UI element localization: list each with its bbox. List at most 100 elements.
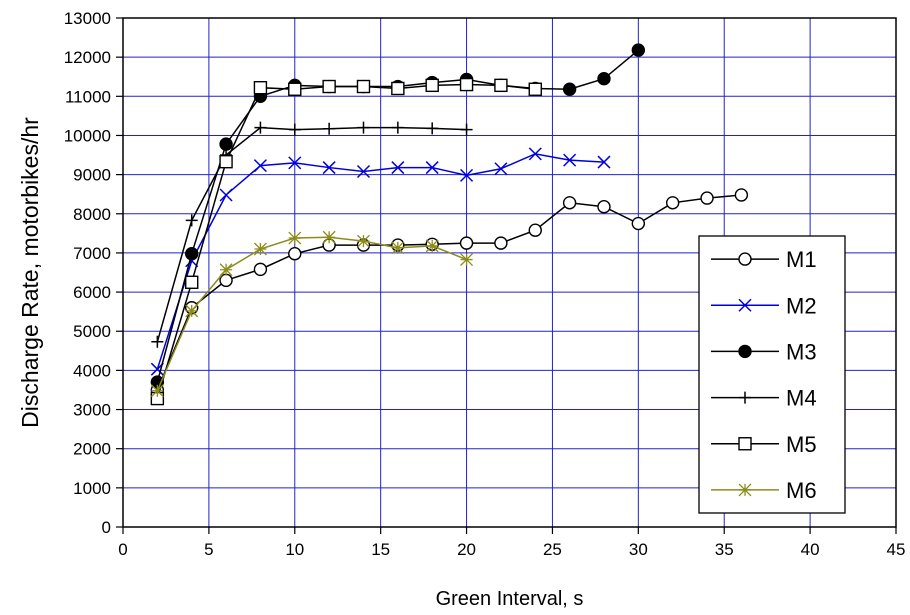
y-tick-label: 9000 <box>73 166 111 185</box>
x-tick-label: 20 <box>457 540 476 559</box>
data-point-m5 <box>528 82 542 96</box>
data-point-m4 <box>288 123 301 136</box>
data-point-m4 <box>323 122 336 135</box>
series-m4 <box>151 121 473 348</box>
data-point-m1 <box>597 200 611 214</box>
legend-marker-m1 <box>738 252 752 266</box>
legend-label: M4 <box>786 386 817 411</box>
legend-box <box>698 235 846 514</box>
x-tick-label: 5 <box>204 540 213 559</box>
y-tick-label: 1000 <box>73 479 111 498</box>
series-line-m6 <box>156 236 467 392</box>
y-tick-label: 8000 <box>73 205 111 224</box>
data-point-m2 <box>563 153 577 167</box>
data-point-m1 <box>665 196 680 210</box>
x-axis-title: Green Interval, s <box>436 588 584 610</box>
data-point-m5 <box>391 81 405 96</box>
data-point-m5 <box>253 80 268 95</box>
data-point-m2 <box>391 161 405 175</box>
data-point-m6 <box>391 241 405 255</box>
data-point-m2 <box>425 161 439 175</box>
data-point-m2 <box>494 162 508 176</box>
data-point-m3 <box>219 137 233 151</box>
data-point-m5 <box>288 82 302 96</box>
y-tick-label: 11000 <box>65 87 111 106</box>
x-tick-label: 0 <box>118 540 127 559</box>
series-layer <box>150 43 749 406</box>
data-point-m2 <box>253 159 267 173</box>
legend-item-m4: M4 <box>711 386 817 411</box>
data-point-m1 <box>253 262 268 277</box>
data-point-m1 <box>459 236 474 250</box>
y-tick-label: 3000 <box>73 401 111 420</box>
data-point-m3 <box>631 43 646 57</box>
series-m3 <box>150 43 646 389</box>
legend-marker-m4 <box>739 391 751 404</box>
x-tick-label: 15 <box>371 540 390 559</box>
legend-marker-m5 <box>738 437 752 451</box>
legend-label: M5 <box>786 432 817 457</box>
plot-frame <box>122 17 897 528</box>
data-point-m1 <box>219 273 233 288</box>
y-tick-label: 5000 <box>73 322 111 341</box>
data-point-m2 <box>322 161 336 175</box>
data-point-m6 <box>288 231 302 245</box>
data-point-m2 <box>597 155 611 169</box>
axis-ticks: 0 5 10 15 20 25 30 35 40 45 0 1000 2000 3000 4000 5000 6… <box>64 9 906 559</box>
data-point-m5 <box>494 78 508 93</box>
data-point-m5 <box>425 78 439 93</box>
data-point-m6 <box>219 263 233 277</box>
data-point-m1 <box>288 247 302 261</box>
data-point-m5 <box>219 154 233 169</box>
y-tick-label: 12000 <box>64 48 111 67</box>
x-tick-label: 35 <box>715 540 734 559</box>
y-tick-label: 4000 <box>73 361 111 380</box>
data-point-m6 <box>185 304 199 318</box>
x-tick-label: 45 <box>887 540 906 559</box>
series-m2 <box>150 147 611 376</box>
series-line-m4 <box>156 126 467 343</box>
y-axis-title: Discharge Rate, motorbikes/hr <box>17 117 43 428</box>
y-tick-label: 10000 <box>64 126 111 145</box>
x-tick-label: 40 <box>801 540 820 559</box>
data-point-m1 <box>562 196 577 210</box>
legend-marker-m6 <box>738 483 752 497</box>
data-point-m4 <box>391 121 404 134</box>
legend-marker-m2 <box>738 298 752 312</box>
data-point-m3 <box>562 82 577 96</box>
series-m1 <box>150 188 749 397</box>
data-point-m1 <box>700 191 714 205</box>
data-point-m3 <box>185 247 199 261</box>
data-point-m2 <box>528 147 542 161</box>
legend: M1 M2 M3 M4 M5 M6 <box>698 235 846 514</box>
series-m6 <box>150 230 474 398</box>
data-point-m4 <box>460 123 473 136</box>
y-tick-label: 2000 <box>73 440 111 459</box>
data-point-m1 <box>494 236 508 250</box>
data-point-m5 <box>322 79 336 94</box>
series-line-m5 <box>156 83 536 399</box>
y-tick-label: 7000 <box>73 244 111 263</box>
data-point-m4 <box>357 121 370 134</box>
legend-marker-m3 <box>738 344 752 359</box>
data-point-m2 <box>219 188 233 202</box>
data-point-m2 <box>460 168 474 182</box>
x-tick-label: 10 <box>285 540 304 559</box>
data-point-m6 <box>150 384 164 398</box>
data-point-m4 <box>185 214 198 227</box>
data-point-m5 <box>459 77 474 92</box>
data-point-m6 <box>460 253 474 267</box>
y-tick-label: 0 <box>102 518 111 537</box>
legend-item-m3: M3 <box>711 339 817 364</box>
series-m5 <box>150 77 542 406</box>
y-tick-label: 13000 <box>64 9 111 28</box>
y-tick-label: 6000 <box>73 283 111 302</box>
series-line-m3 <box>156 49 639 383</box>
data-point-m5 <box>356 79 371 94</box>
data-point-m1 <box>631 216 646 231</box>
data-point-m2 <box>288 156 302 170</box>
data-point-m4 <box>254 121 267 134</box>
data-point-m6 <box>253 242 267 256</box>
data-point-m6 <box>322 230 336 244</box>
